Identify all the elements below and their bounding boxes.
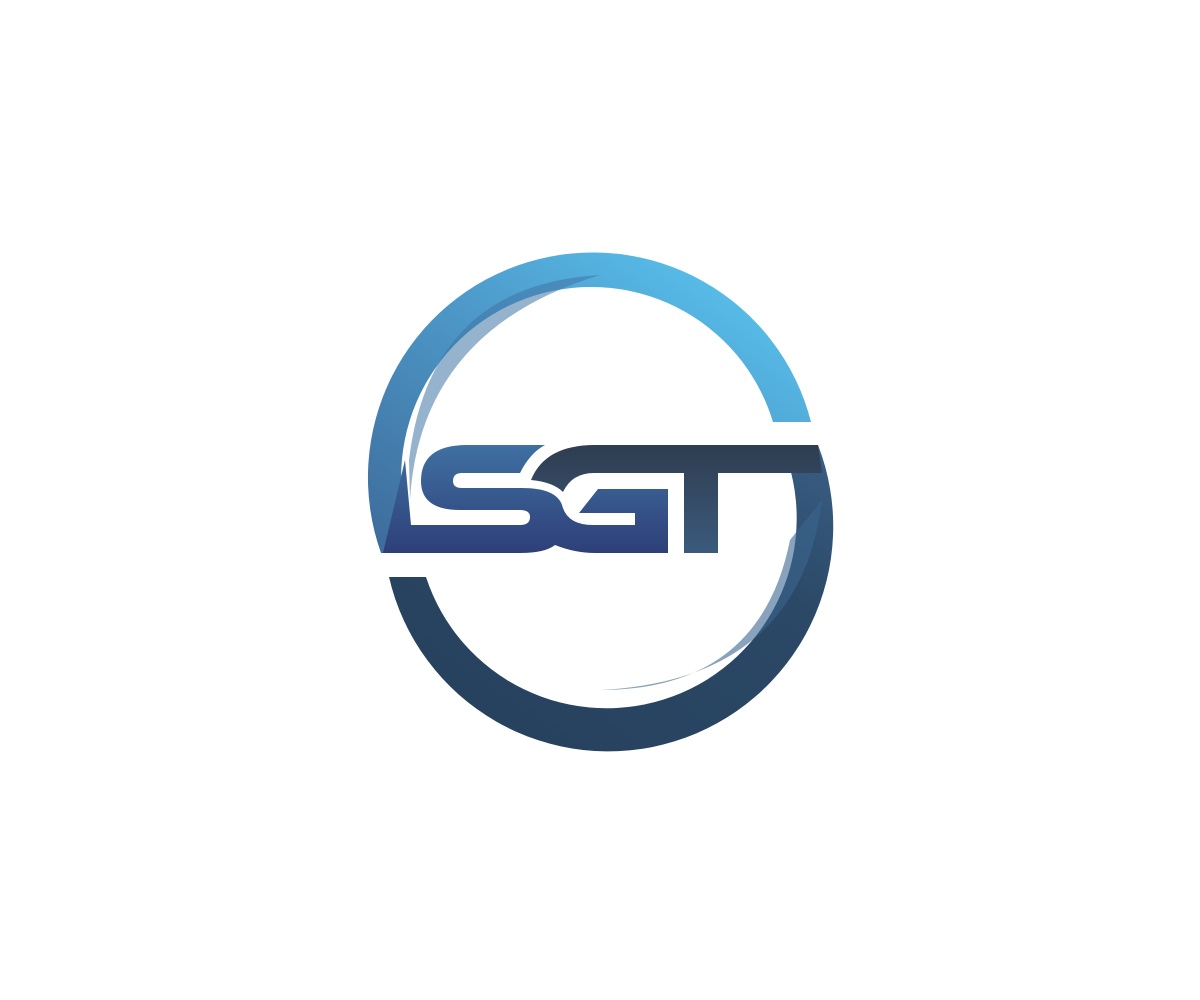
ring-upper-shade — [409, 275, 600, 500]
letter-g-t-upper — [531, 445, 822, 553]
letter-s-g-lower — [383, 445, 668, 553]
ring-lower — [389, 445, 834, 752]
logo — [367, 252, 834, 752]
ring-lower-shade — [600, 500, 822, 690]
